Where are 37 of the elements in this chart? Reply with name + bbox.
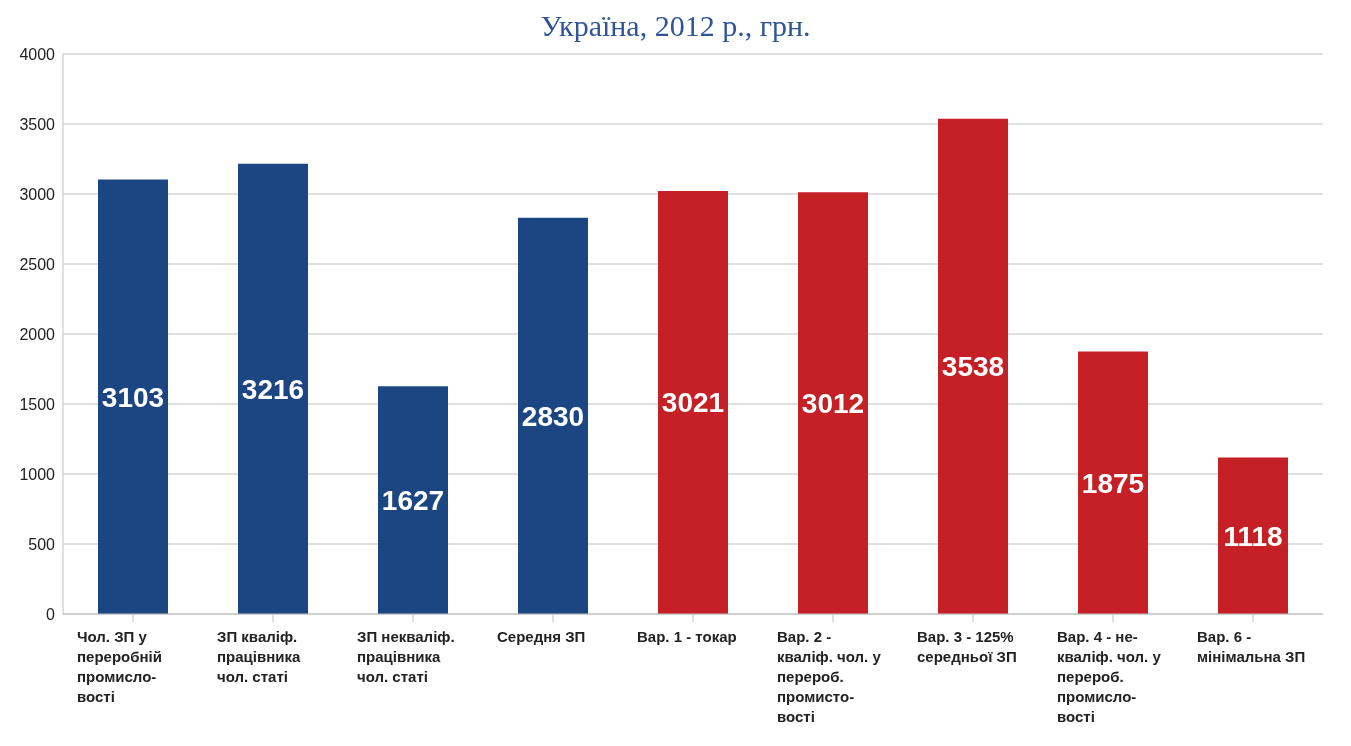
bar (798, 192, 868, 614)
data-label: 1118 (1223, 520, 1283, 552)
data-label: 2830 (521, 400, 585, 432)
x-tick-label: Вар. 4 - не- кваліф. чол. у перероб. промисло- вості (1057, 628, 1162, 725)
bar (378, 386, 448, 614)
bar (1078, 351, 1148, 614)
bar (658, 191, 728, 614)
bar (518, 217, 588, 614)
x-tick-label: Чол. ЗП у переробній промисло- вості (77, 628, 162, 705)
data-label: 3216 (241, 373, 305, 405)
data-label: 1875 (1081, 467, 1145, 499)
y-tick-label: 4000 (19, 45, 56, 63)
y-tick-label: 2500 (19, 255, 56, 273)
chart-title: Україна, 2012 р., грн. (539, 8, 812, 44)
data-label: 3021 (661, 387, 725, 419)
data-label: 3103 (101, 381, 165, 413)
x-tick-label: Вар. 2 - кваліф. чол. у перероб. промисто- вості (777, 628, 882, 725)
bar (98, 179, 168, 614)
data-label: 3538 (941, 351, 1005, 383)
y-tick-label: 500 (28, 535, 56, 553)
x-tick-label: Вар. 3 - 125% середньої ЗП (917, 628, 1017, 665)
x-tick-label: Вар. 1 - токар (637, 628, 737, 645)
bar (1218, 457, 1288, 614)
y-tick-label: 0 (46, 605, 56, 623)
bar (238, 163, 308, 614)
y-tick-label: 3000 (19, 185, 56, 203)
y-tick-label: 2000 (19, 325, 56, 343)
bar (938, 118, 1008, 614)
y-tick-label: 1000 (19, 465, 56, 483)
x-tick-label: Середня ЗП (497, 628, 586, 645)
x-tick-label: ЗП некваліф. працівника чол. статі (357, 628, 455, 685)
data-label: 1627 (381, 485, 445, 517)
y-tick-label: 1500 (19, 395, 56, 413)
y-tick-label: 3500 (19, 115, 56, 133)
data-label: 3012 (801, 388, 865, 420)
x-tick-label: ЗП кваліф. працівника чол. статі (217, 628, 301, 685)
x-tick-label: Вар. 6 - мінімальна ЗП (1197, 628, 1306, 665)
